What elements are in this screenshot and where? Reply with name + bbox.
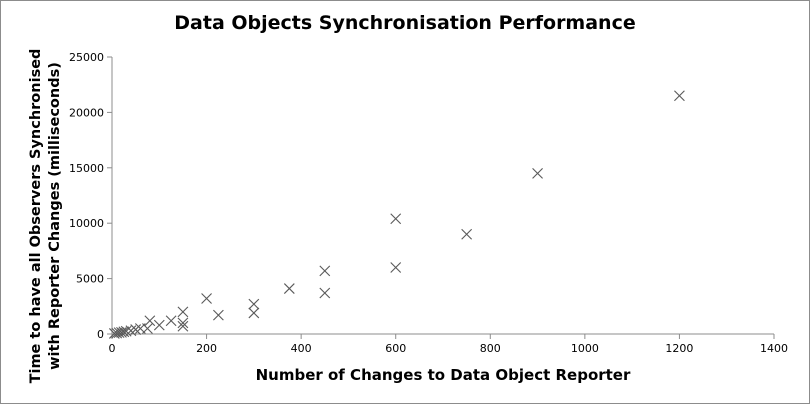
x-tick-label: 200 bbox=[196, 342, 217, 355]
data-point-stroke bbox=[125, 325, 137, 337]
data-point-stroke bbox=[177, 317, 189, 329]
y-tick-label: 0 bbox=[97, 328, 104, 341]
data-point bbox=[142, 323, 153, 334]
data-point bbox=[177, 317, 189, 329]
x-tick-label: 1200 bbox=[665, 342, 693, 355]
data-point-stroke bbox=[113, 327, 125, 339]
y-tick-label: 5000 bbox=[76, 273, 104, 286]
y-tick-label: 10000 bbox=[69, 217, 104, 230]
data-point bbox=[201, 293, 212, 304]
data-point-stroke bbox=[116, 326, 127, 338]
data-point-stroke bbox=[153, 319, 165, 331]
data-point bbox=[461, 228, 473, 240]
data-point-stroke bbox=[177, 320, 189, 332]
y-tick-label: 15000 bbox=[69, 162, 104, 175]
x-tick-label: 1000 bbox=[571, 342, 599, 355]
data-point-stroke bbox=[319, 287, 331, 299]
data-point-stroke bbox=[118, 326, 130, 338]
data-point-stroke bbox=[319, 265, 331, 277]
x-tick-label: 600 bbox=[385, 342, 406, 355]
data-point-stroke bbox=[111, 327, 123, 339]
data-point bbox=[248, 298, 260, 310]
y-tick-label: 25000 bbox=[69, 51, 104, 64]
data-point-stroke bbox=[120, 325, 132, 337]
data-point-stroke bbox=[248, 307, 260, 319]
data-point bbox=[165, 315, 177, 327]
data-point bbox=[125, 325, 137, 337]
data-point-stroke bbox=[532, 167, 543, 179]
data-point bbox=[120, 325, 132, 337]
data-point-stroke bbox=[283, 283, 295, 294]
data-point bbox=[144, 315, 156, 327]
axes bbox=[111, 57, 774, 335]
x-tick-label: 800 bbox=[480, 342, 501, 355]
data-point bbox=[177, 320, 189, 332]
data-point bbox=[248, 307, 260, 319]
data-point bbox=[390, 262, 402, 273]
data-points bbox=[108, 90, 685, 339]
data-point-stroke bbox=[144, 315, 156, 327]
data-point bbox=[532, 167, 543, 179]
x-tick-label: 0 bbox=[109, 342, 116, 355]
data-point bbox=[177, 306, 189, 318]
data-point bbox=[319, 287, 331, 299]
data-point bbox=[390, 213, 402, 225]
y-tick-label: 20000 bbox=[69, 106, 104, 119]
data-point-stroke bbox=[130, 324, 142, 335]
data-point-stroke bbox=[177, 306, 189, 318]
data-point bbox=[283, 283, 295, 294]
data-point-stroke bbox=[390, 262, 402, 273]
data-point bbox=[111, 327, 123, 339]
data-point-stroke bbox=[674, 90, 685, 102]
data-point bbox=[674, 90, 685, 102]
data-point-stroke bbox=[390, 213, 402, 225]
data-point bbox=[153, 319, 165, 331]
x-axis-ticks: 0 200 400 600 800 1000 1200 1400 bbox=[109, 334, 788, 355]
data-point bbox=[319, 265, 331, 277]
data-point-stroke bbox=[461, 228, 473, 240]
chart-title: Data Objects Synchronisation Performance bbox=[174, 12, 636, 34]
data-point-stroke bbox=[108, 328, 120, 339]
data-point bbox=[116, 326, 127, 338]
x-tick-label: 1400 bbox=[760, 342, 788, 355]
x-axis-label: Number of Changes to Data Object Reporte… bbox=[255, 366, 631, 384]
data-point-stroke bbox=[165, 315, 177, 327]
y-axis-ticks: 0 5000 10000 15000 20000 25000 bbox=[69, 51, 112, 341]
data-point-stroke bbox=[248, 298, 260, 310]
data-point bbox=[113, 327, 125, 339]
data-point-stroke bbox=[201, 293, 212, 304]
x-tick-label: 400 bbox=[291, 342, 312, 355]
data-point-stroke bbox=[142, 323, 153, 334]
data-point bbox=[130, 324, 142, 335]
data-point-stroke bbox=[213, 309, 224, 321]
data-point bbox=[213, 309, 224, 321]
